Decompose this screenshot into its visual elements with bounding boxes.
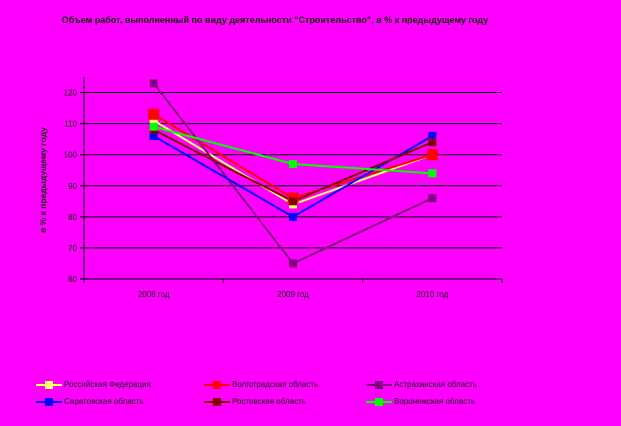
data-point-marker: [428, 138, 437, 147]
legend-item: Ростовская область: [204, 397, 366, 406]
y-tick-labels: 60 70 80 90 100 110 120: [64, 89, 78, 284]
data-point-marker: [149, 116, 158, 125]
legend-item: Саратовская область: [36, 397, 204, 406]
legend-label: Воронежская область: [394, 397, 476, 406]
x-tick-labels: 2008 год 2009 год 2010 год: [138, 290, 449, 299]
legend-label: Саратовская область: [64, 397, 144, 406]
y-tick-label: 110: [64, 120, 77, 129]
legend-item: Российская Федерация: [36, 380, 204, 389]
y-tick-label: 120: [64, 89, 78, 98]
legend-swatch: [366, 380, 392, 389]
series-lines: [148, 79, 438, 268]
legend: Российская Федерация Волгоградская област…: [36, 380, 576, 406]
data-point-marker: [428, 132, 437, 141]
legend-swatch: [36, 397, 62, 406]
data-point-marker: [149, 132, 158, 141]
y-axis-label: в % к предыдущему году: [38, 127, 48, 233]
data-point-marker: [149, 122, 158, 131]
legend-label: Ростовская область: [232, 397, 306, 406]
data-point-marker: [428, 169, 437, 178]
legend-swatch: [204, 397, 230, 406]
legend-item: Воронежская область: [366, 397, 536, 406]
legend-swatch: [366, 397, 392, 406]
data-point-marker: [426, 149, 438, 161]
legend-item: Астраханская область: [366, 380, 536, 389]
legend-label: Волгоградская область: [232, 380, 319, 389]
data-point-marker: [149, 79, 158, 88]
chart-title: Объем работ, выполненный по виду деятель…: [61, 15, 489, 25]
y-tick-label: 90: [68, 182, 77, 191]
data-point-marker: [289, 197, 297, 206]
data-point-marker: [289, 259, 297, 268]
x-tick-label: 2009 год: [277, 290, 309, 299]
data-point-marker: [428, 194, 437, 203]
legend-label: Российская Федерация: [64, 380, 151, 389]
data-point-marker: [148, 108, 160, 120]
legend-item: Волгоградская область: [204, 380, 366, 389]
legend-swatch: [204, 380, 230, 389]
data-point-marker: [289, 212, 297, 221]
gridlines: [84, 92, 502, 249]
y-tick-label: 100: [64, 151, 78, 160]
y-tick-label: 60: [68, 275, 77, 284]
y-tick-label: 80: [68, 213, 77, 222]
x-tick-label: 2008 год: [138, 290, 170, 299]
y-tick-label: 70: [68, 244, 77, 253]
series-line: [152, 82, 433, 265]
legend-swatch: [36, 380, 62, 389]
legend-label: Астраханская область: [394, 380, 477, 389]
axes: [80, 77, 503, 283]
data-point-marker: [289, 160, 297, 169]
x-tick-label: 2010 год: [416, 290, 448, 299]
